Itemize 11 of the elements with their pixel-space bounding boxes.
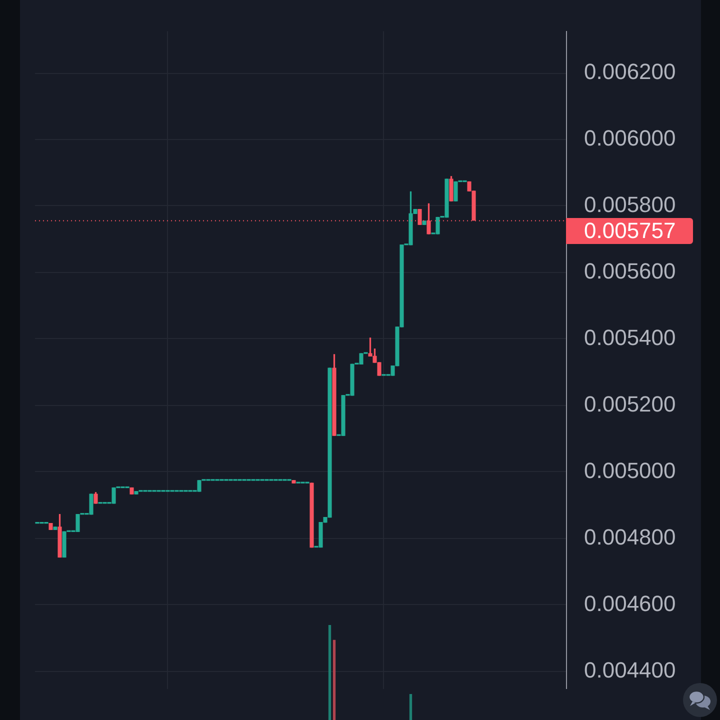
y-tick-label: 0.005200 (584, 391, 676, 416)
y-tick-label: 0.006000 (584, 126, 676, 151)
ref-line-label: 0.005757 (584, 218, 676, 244)
y-tick-label: 0.004600 (584, 590, 676, 616)
y-tick-label: 0.005600 (584, 258, 676, 284)
y-tick-label: 0.005800 (584, 192, 676, 218)
y-tick-label: 0.006200 (584, 59, 676, 84)
y-tick-label: 0.004800 (584, 524, 676, 550)
y-tick-label: 0.004400 (584, 657, 676, 682)
y-tick-label: 0.005000 (584, 458, 676, 483)
y-tick-label: 0.005400 (584, 324, 676, 350)
